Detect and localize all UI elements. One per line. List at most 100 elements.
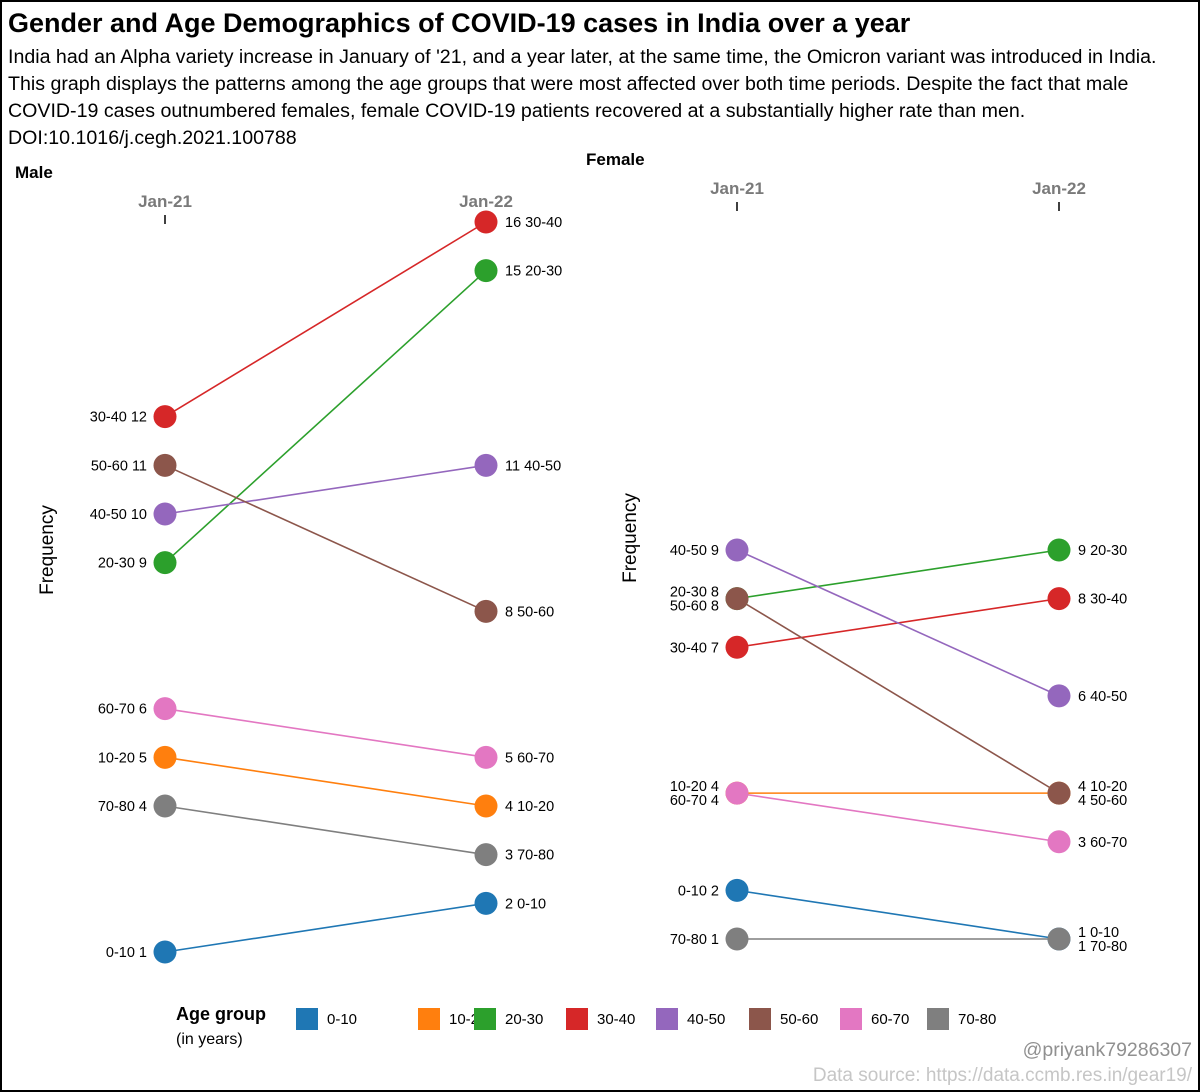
legend-swatch-30-40 [566, 1008, 588, 1030]
legend-label-0-10: 0-10 [327, 1011, 358, 1028]
female-label-50-60-jan22: 4 50-60 [1078, 793, 1127, 809]
male-label-50-60-jan21: 50-60 11 [91, 458, 147, 474]
male-label-40-50-jan22: 11 40-50 [505, 458, 561, 474]
male-line-0-10 [164, 902, 487, 953]
female-point-20-30-jan22 [1047, 538, 1071, 562]
male-point-10-20-jan22 [474, 794, 498, 818]
female-x-label-jan21: Jan-21 [710, 179, 764, 198]
female-label-40-50-jan21: 40-50 9 [670, 543, 719, 559]
male-point-10-20-jan21 [153, 745, 177, 769]
female-label-0-10-jan21: 0-10 2 [678, 883, 719, 899]
female-point-30-40-jan22 [1047, 587, 1071, 611]
male-x-label-jan21: Jan-21 [138, 192, 192, 211]
legend-swatch-0-10 [296, 1008, 318, 1030]
male-label-50-60-jan22: 8 50-60 [505, 604, 554, 620]
male-point-60-70-jan21 [153, 697, 177, 721]
male-label-20-30-jan22: 15 20-30 [505, 264, 562, 280]
male-y-axis-label: Frequency [37, 505, 58, 595]
female-point-60-70-jan21 [725, 781, 749, 805]
female-label-60-70-jan22: 3 60-70 [1078, 835, 1127, 851]
male-label-40-50-jan21: 40-50 10 [90, 507, 147, 523]
male-label-70-80-jan22: 3 70-80 [505, 848, 554, 864]
female-label-60-70-jan21: 60-70 4 [670, 793, 719, 809]
chart-title: Gender and Age Demographics of COVID-19 … [8, 8, 911, 38]
male-label-10-20-jan21: 10-20 5 [98, 750, 147, 766]
legend-swatch-50-60 [749, 1008, 771, 1030]
male-point-30-40-jan22 [474, 210, 498, 234]
male-line-40-50 [164, 464, 487, 515]
female-point-60-70-jan22 [1047, 830, 1071, 854]
female-line-40-50 [736, 549, 1060, 697]
female-label-20-30-jan22: 9 20-30 [1078, 543, 1127, 559]
male-label-70-80-jan21: 70-80 4 [98, 799, 147, 815]
female-line-60-70 [736, 792, 1060, 843]
male-point-30-40-jan21 [153, 405, 177, 429]
male-label-0-10-jan21: 0-10 1 [106, 945, 147, 961]
female-panel: Female Frequency Jan-21 Jan-22 70-80 1 0-… [586, 150, 1127, 955]
male-line-70-80 [164, 805, 487, 856]
female-label-30-40-jan22: 8 30-40 [1078, 592, 1127, 608]
male-line-30-40 [164, 221, 487, 418]
female-point-30-40-jan21 [725, 635, 749, 659]
female-label-70-80-jan22: 1 70-80 [1078, 939, 1127, 955]
female-marks: 70-80 1 0-10 2 10-20 460-70 4 30-40 7 20-30 … [670, 538, 1127, 955]
male-panel-title: Male [15, 163, 53, 182]
male-point-40-50-jan22 [474, 453, 498, 477]
female-label-0-10-jan22: 1 0-10 [1078, 925, 1119, 941]
male-label-10-20-jan22: 4 10-20 [505, 799, 554, 815]
male-point-40-50-jan21 [153, 502, 177, 526]
legend-swatch-60-70 [840, 1008, 862, 1030]
female-x-label-jan22: Jan-22 [1032, 179, 1086, 198]
female-point-70-80-jan21 [725, 927, 749, 951]
female-point-40-50-jan22 [1047, 684, 1071, 708]
legend-subtitle: (in years) [176, 1031, 243, 1048]
male-label-60-70-jan22: 5 60-70 [505, 750, 554, 766]
female-label-50-60-jan21: 50-60 8 [670, 599, 719, 615]
male-label-30-40-jan21: 30-40 12 [90, 410, 147, 426]
legend-swatch-10-20 [418, 1008, 440, 1030]
female-line-50-60 [736, 597, 1060, 794]
male-point-20-30-jan22 [474, 259, 498, 283]
female-label-20-30-jan21: 20-30 8 [670, 585, 719, 601]
male-point-0-10-jan21 [153, 940, 177, 964]
female-line-0-10 [736, 889, 1060, 940]
male-label-20-30-jan21: 20-30 9 [98, 556, 147, 572]
male-marks: 0-10 1 70-80 4 10-20 5 60-70 6 20-30 9 40-50 … [90, 210, 562, 964]
male-line-50-60 [164, 464, 487, 613]
legend-label-70-80: 70-80 [958, 1011, 997, 1028]
female-label-10-20-jan22: 4 10-20 [1078, 779, 1127, 795]
legend-label-60-70: 60-70 [871, 1011, 910, 1028]
male-line-10-20 [164, 756, 487, 807]
male-point-0-10-jan22 [474, 891, 498, 915]
legend-swatch-40-50 [656, 1008, 678, 1030]
female-point-0-10-jan21 [725, 878, 749, 902]
female-line-20-30 [736, 549, 1060, 600]
female-label-10-20-jan21: 10-20 4 [670, 779, 719, 795]
legend-swatch-20-30 [474, 1008, 496, 1030]
male-label-0-10-jan22: 2 0-10 [505, 896, 546, 912]
legend-label-40-50: 40-50 [687, 1011, 726, 1028]
legend-title: Age group [176, 1004, 266, 1024]
legend-label-20-30: 20-30 [505, 1011, 544, 1028]
female-panel-title: Female [586, 150, 645, 169]
male-label-30-40-jan22: 16 30-40 [505, 215, 562, 231]
male-panel: Male Frequency Jan-21 Jan-22 0-10 1 70-80… [15, 163, 562, 964]
male-line-20-30 [164, 270, 487, 564]
male-point-60-70-jan22 [474, 745, 498, 769]
female-y-axis-label: Frequency [620, 493, 641, 583]
male-point-70-80-jan22 [474, 843, 498, 867]
female-point-70-80-jan22 [1047, 927, 1071, 951]
legend-swatch-70-80 [927, 1008, 949, 1030]
male-point-70-80-jan21 [153, 794, 177, 818]
female-point-50-60-jan22 [1047, 781, 1071, 805]
female-label-30-40-jan21: 30-40 7 [670, 640, 719, 656]
male-line-60-70 [164, 707, 487, 759]
legend-label-30-40: 30-40 [597, 1011, 636, 1028]
legend-label-50-60: 50-60 [780, 1011, 819, 1028]
male-point-20-30-jan21 [153, 551, 177, 575]
author-handle: @priyank79286307 [1022, 1039, 1192, 1061]
female-label-40-50-jan22: 6 40-50 [1078, 689, 1127, 705]
male-point-50-60-jan21 [153, 453, 177, 477]
